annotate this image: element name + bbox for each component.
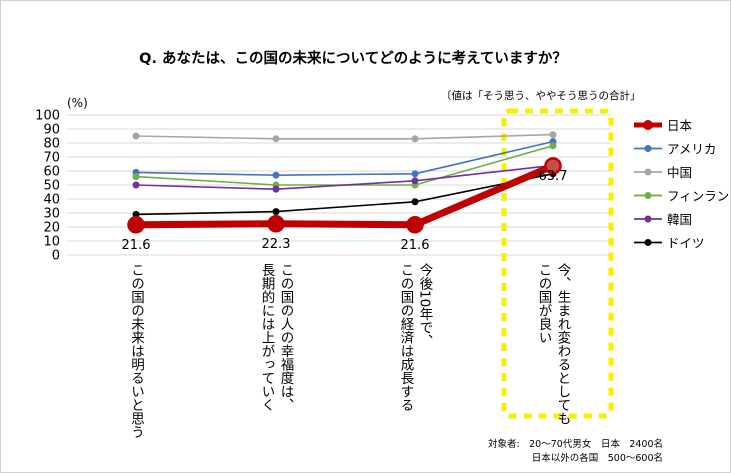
- labels-layer: 21.6 22.3 21.6 63.7 この国の未来は明るいと思う この国の人の幸福度は、…: [122, 169, 572, 439]
- series-line-中国: [135, 133, 554, 140]
- data-point-ドイツ: [272, 208, 280, 216]
- value-note: 〔値は「そう思う、ややそう思うの合計」: [441, 89, 641, 102]
- data-point-中国: [411, 135, 419, 143]
- legend-label-中国: 中国: [667, 165, 692, 180]
- data-point-日本: [127, 216, 145, 234]
- legend-label-アメリカ: アメリカ: [667, 142, 716, 157]
- data-point-フィンランド: [549, 142, 557, 150]
- y-tick-label: 10: [43, 235, 60, 250]
- y-tick-label: 30: [43, 207, 60, 222]
- series-line-フィンランド: [135, 145, 554, 186]
- data-point-ドイツ: [132, 210, 140, 218]
- highlight-box: [501, 108, 614, 419]
- category-label: この国の未来は明るいと思う: [128, 263, 145, 439]
- y-tick-label: 60: [43, 165, 60, 180]
- data-point-ドイツ: [411, 198, 419, 206]
- category-label: この国が良い: [536, 263, 553, 344]
- category-label: 今後10年で、: [417, 263, 434, 348]
- y-tick-label: 50: [43, 179, 60, 194]
- highlight-layer: [501, 108, 614, 419]
- series-layer: [127, 131, 562, 234]
- data-point-日本: [544, 157, 562, 175]
- y-tick-label: 20: [43, 221, 60, 236]
- data-point-日本: [406, 216, 424, 234]
- y-tick-label: 100: [35, 109, 60, 124]
- category-label: 今、生まれ変わるとしても: [555, 263, 572, 426]
- y-tick-label: 80: [43, 137, 60, 152]
- legend-label-日本: 日本: [667, 118, 693, 133]
- y-tick-label: 90: [43, 123, 60, 138]
- footer-other-countries: 日本以外の各国 500～600名: [532, 452, 663, 464]
- legend-label-韓国: 韓国: [667, 212, 692, 227]
- data-label: 22.3: [262, 237, 291, 252]
- legend-marker-フィンランド: [644, 192, 652, 199]
- legend-label-ドイツ: ドイツ: [667, 236, 705, 251]
- legend-marker-日本: [643, 120, 653, 130]
- legend-label-フィンランド: フィンランド: [667, 189, 730, 204]
- legend-marker-韓国: [644, 215, 652, 223]
- category-label: この国の経済は成長する: [398, 263, 415, 412]
- data-point-アメリカ: [411, 170, 419, 178]
- data-point-韓国: [272, 185, 280, 193]
- data-point-フィンランド: [132, 173, 140, 181]
- series-line-ドイツ: [135, 173, 554, 216]
- chart-title: Q. あなたは、この国の未来についてどのように考えていますか？: [139, 49, 567, 67]
- legend-marker-ドイツ: [644, 239, 652, 246]
- y-axis-unit: (%): [67, 96, 88, 110]
- category-label: 長期的には上がっていく: [259, 263, 276, 412]
- y-tick-label: 70: [43, 151, 60, 166]
- series-line-韓国: [135, 164, 554, 190]
- data-point-アメリカ: [272, 171, 280, 179]
- y-tick-label: 40: [43, 193, 60, 208]
- data-label: 21.6: [122, 238, 151, 253]
- legend-marker-中国: [644, 168, 652, 176]
- series-line-アメリカ: [135, 140, 554, 176]
- series-line-日本: [135, 162, 555, 229]
- data-point-中国: [549, 131, 557, 139]
- legend-marker-アメリカ: [644, 145, 652, 152]
- y-tick-label: 0: [52, 249, 60, 264]
- data-point-中国: [132, 132, 140, 140]
- data-label: 63.7: [539, 169, 568, 184]
- data-point-韓国: [132, 181, 140, 189]
- category-label: この国の人の幸福度は、: [278, 263, 295, 412]
- footer-respondents: 対象者: 20～70代男女 日本 2400名: [488, 438, 663, 450]
- data-label: 21.6: [401, 238, 430, 253]
- legend: 日本アメリカ中国フィンランド韓国ドイツ: [634, 118, 730, 251]
- data-point-韓国: [411, 177, 419, 185]
- data-point-中国: [272, 135, 280, 143]
- data-point-日本: [267, 215, 285, 233]
